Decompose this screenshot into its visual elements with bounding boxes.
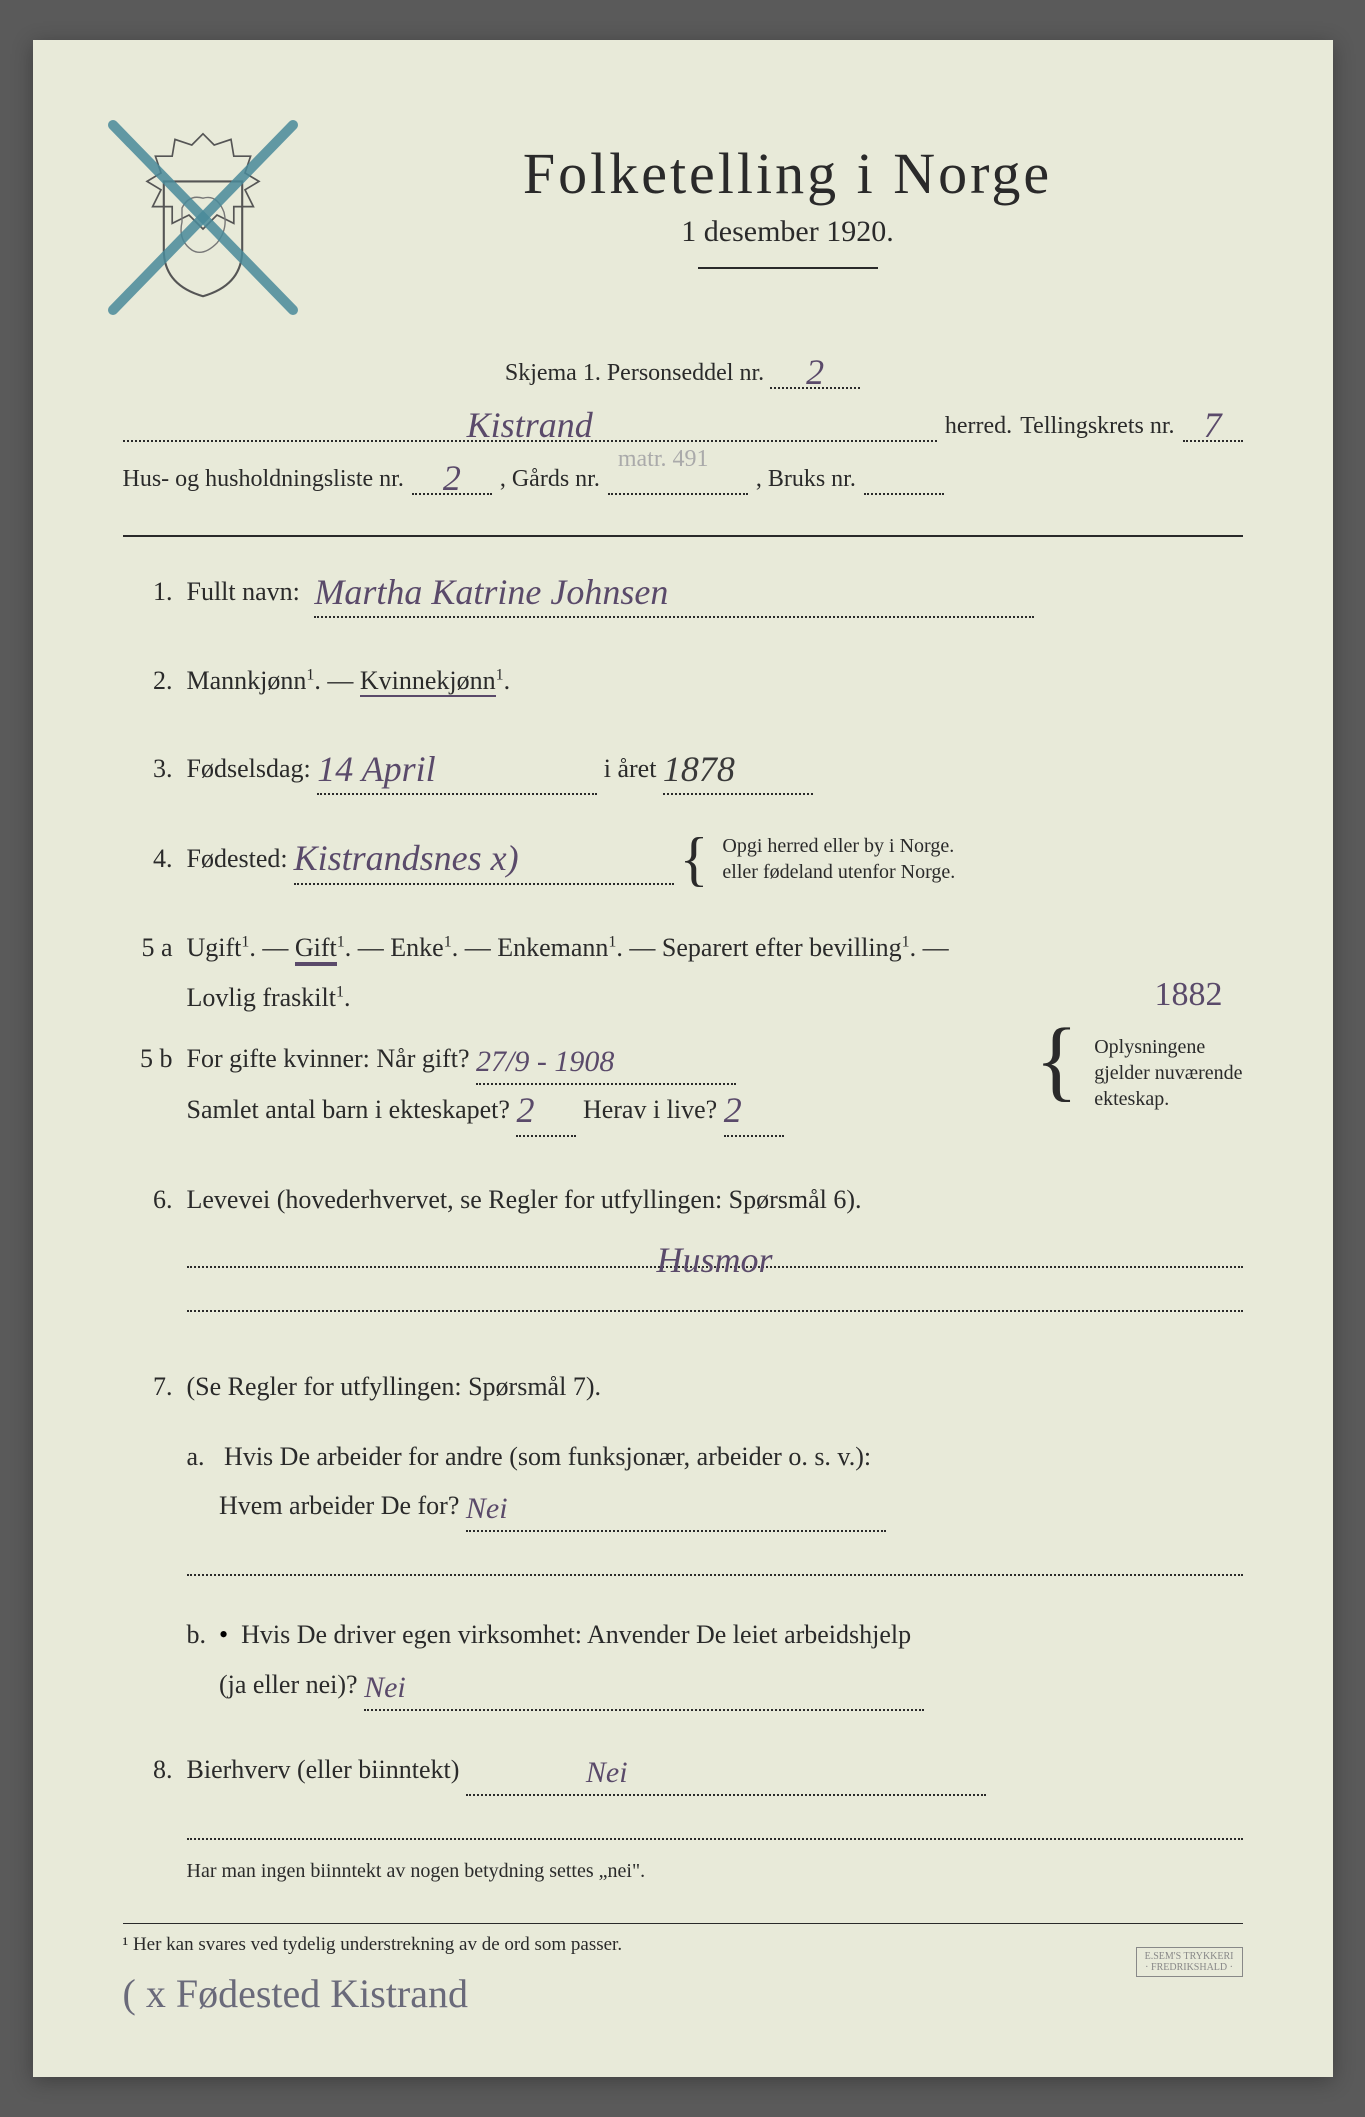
q7a-text2: Hvem arbeider De for? [219,1491,459,1520]
q2-k: Kvinnekjønn [360,666,496,697]
q4-num: 4. [123,844,173,874]
hus-line: Hus- og husholdningsliste nr. 2 , Gårds … [123,456,1243,495]
q6-num: 6. [123,1185,173,1215]
skjema-label: Skjema 1. Personseddel nr. [505,360,764,386]
q5b-total: 2 [516,1092,534,1128]
q6-fill: Husmor [187,1238,1243,1268]
crest-wrap [123,120,303,320]
q2-m: Mannkjønn [187,666,307,695]
q5b-label3: Herav i live? [583,1095,717,1124]
q7-num: 7. [123,1372,173,1402]
q3-day: 14 April [317,751,435,787]
q1: 1. Fullt navn: Martha Katrine Johnsen [123,567,1243,618]
census-form-page: Folketelling i Norge 1 desember 1920. Sk… [33,40,1333,2077]
q5b-num: 5 b [123,1044,173,1074]
q8-num: 8. [123,1755,173,1785]
q5b: 5 b For gifte kvinner: Når gift? 27/9 - … [123,1034,1243,1137]
divider-top [123,535,1243,537]
q5b-note: Oplysningene gjelder nuværende ekteskap. [1094,1034,1242,1112]
herred-name: Kistrand [467,407,593,443]
q4: 4. Fødested: Kistrandsnes x) { Opgi herr… [123,833,1243,885]
q8: 8. Bierhverv (eller biinntekt) Nei [123,1745,1243,1796]
title-rule [698,267,878,269]
q7a: a. Hvis De arbeider for andre (som funks… [187,1432,1243,1533]
brace-icon: { [680,841,709,877]
q7a-label: a. [187,1442,205,1471]
q1-num: 1. [123,577,173,607]
q3-year-label: i året [604,754,657,783]
q3: 3. Fødselsdag: 14 April i året 1878 [123,744,1243,795]
q5a-enkemann: Enkemann [497,933,608,962]
q2: 2. Mannkjønn1. — Kvinnekjønn1. [123,656,1243,705]
q5b-label2: Samlet antal barn i ekteskapet? [187,1095,510,1124]
q7b-label: b. [187,1620,207,1649]
q7b-text2: (ja eller nei)? [219,1670,358,1699]
q7-label: (Se Regler for utfyllingen: Spørsmål 7). [187,1372,601,1401]
herred-label: herred. [945,413,1012,440]
printer-stamp: E.SEM'S TRYKKERI · FREDRIKSHALD · [1136,1947,1243,1977]
bruks-label: , Bruks nr. [756,466,856,493]
q7a-value: Nei [466,1494,508,1524]
q1-label: Fullt navn: [187,577,300,606]
skjema-line: Skjema 1. Personseddel nr. 2 [123,350,1243,389]
q5a: 5 a Ugift1. — Gift1. — Enke1. — Enkemann… [123,923,1243,1022]
q6: 6. Levevei (hovederhvervet, se Regler fo… [123,1175,1243,1224]
q4-label: Fødested: [187,834,288,883]
q5a-ugift: Ugift [187,933,242,962]
personseddel-nr: 2 [806,354,824,390]
bottom-rule: ¹ Her kan svares ved tydelig understrekn… [123,1923,1243,1956]
q5a-gift: Gift [295,933,337,966]
q3-year: 1878 [663,751,735,787]
krets-label: Tellingskrets nr. [1020,413,1174,440]
q5a-fraskilt: Lovlig fraskilt [187,983,336,1012]
q1-value: Martha Katrine Johnsen [314,574,668,610]
q7b-bullet: • [219,1620,228,1649]
footnote: Har man ingen biinntekt av nogen betydni… [187,1860,1243,1883]
page-title: Folketelling i Norge [333,140,1243,207]
q8-fill [187,1810,1243,1840]
q8-label: Bierhverv (eller biinntekt) [187,1755,460,1784]
q7a-fill [187,1546,1243,1576]
gards-label: , Gårds nr. [500,466,600,493]
q5b-alive: 2 [724,1092,742,1128]
q5a-enke: Enke [390,933,443,962]
hus-label: Hus- og husholdningsliste nr. [123,466,404,493]
q6-label: Levevei (hovederhvervet, se Regler for u… [187,1185,862,1214]
q5b-when: 27/9 - 1908 [476,1047,614,1077]
q5a-separert: Separert efter bevilling [662,933,902,962]
page-subtitle: 1 desember 1920. [333,215,1243,249]
q3-label: Fødselsdag: [187,754,311,783]
q3-num: 3. [123,754,173,784]
q4-note: Opgi herred eller by i Norge. eller føde… [722,833,955,885]
brace-icon: { [1035,1034,1078,1088]
bottom-handwriting: ( x Fødested Kistrand [123,1970,1243,2017]
header: Folketelling i Norge 1 desember 1920. [123,120,1243,320]
q6-fill2 [187,1282,1243,1312]
q8-value: Nei [586,1758,628,1788]
q5a-num: 5 a [123,933,173,963]
margin-year: 1882 [1155,963,1223,1028]
herred-line: Kistrand herred. Tellingskrets nr. 7 [123,403,1243,442]
q5b-label1: For gifte kvinner: Når gift? [187,1044,470,1073]
q6-value: Husmor [656,1242,772,1278]
q2-num: 2. [123,666,173,696]
q7: 7. (Se Regler for utfyllingen: Spørsmål … [123,1362,1243,1411]
q4-value: Kistrandsnes x) [294,840,519,876]
q7b-text1: Hvis De driver egen virksomhet: Anvender… [241,1620,911,1649]
coat-of-arms [133,130,273,300]
gards-pencil: matr. 491 [618,446,709,473]
q7b: b. • Hvis De driver egen virksomhet: Anv… [187,1610,1243,1711]
title-block: Folketelling i Norge 1 desember 1920. [333,120,1243,269]
krets-nr: 7 [1204,407,1222,443]
q7b-value: Nei [364,1673,406,1703]
q7a-text1: Hvis De arbeider for andre (som funksjon… [224,1442,871,1471]
hus-nr: 2 [443,460,461,496]
